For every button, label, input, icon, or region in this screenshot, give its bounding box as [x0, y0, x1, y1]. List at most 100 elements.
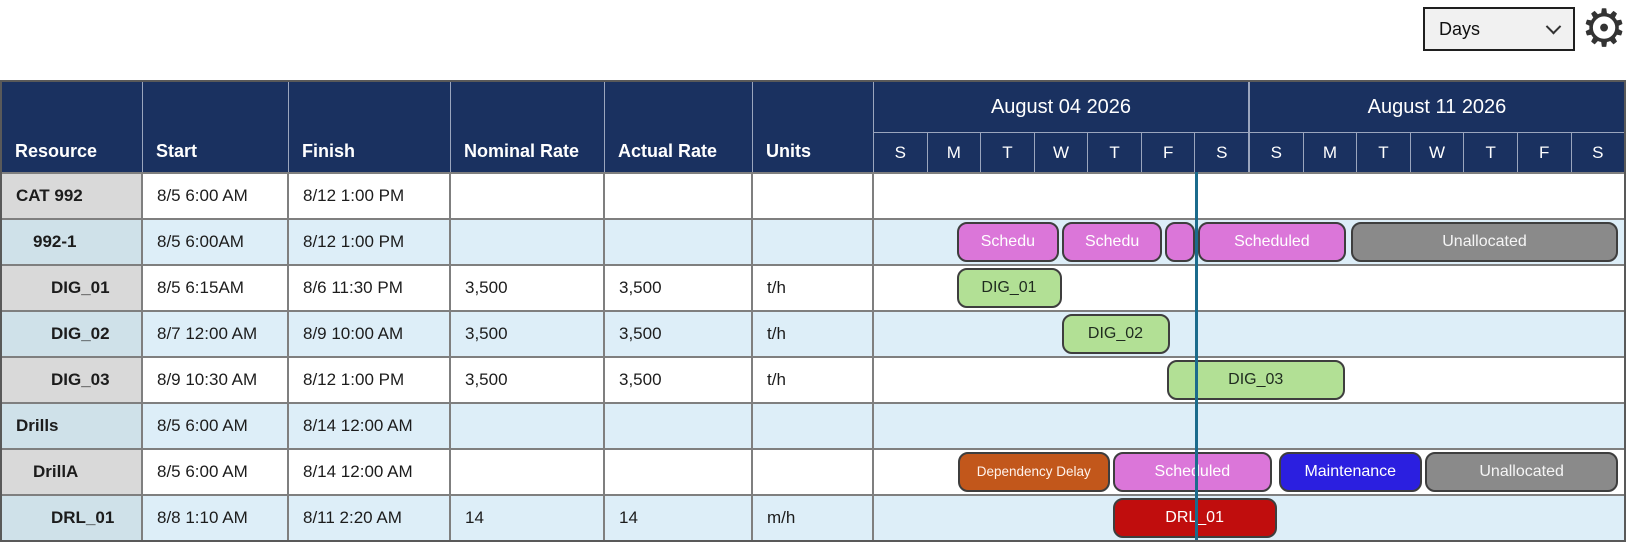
bar-drl-01[interactable]: DRL_01 [1112, 498, 1277, 538]
table-row-dig-01: DIG_01 8/5 6:15AM 8/6 11:30 PM 3,500 3,5… [2, 264, 1624, 310]
units-cell [753, 404, 874, 448]
units-cell: t/h [753, 358, 874, 402]
table-row-drilla: DrillA 8/5 6:00 AM 8/14 12:00 AM Depende… [2, 448, 1624, 494]
time-scale-value: Days [1439, 18, 1481, 39]
timeline-lane [874, 174, 1624, 218]
units-cell [753, 174, 874, 218]
resource-cell[interactable]: DIG_01 [2, 266, 143, 310]
bar-dig-02[interactable]: DIG_02 [1061, 314, 1170, 354]
nominal-rate-cell: 3,500 [451, 266, 605, 310]
table-row-drills: Drills 8/5 6:00 AM 8/14 12:00 AM [2, 402, 1624, 448]
finish-cell: 8/9 10:00 AM [289, 312, 451, 356]
timeline-lane: Dependency Delay Scheduled Maintenance U… [874, 450, 1624, 494]
resource-cell[interactable]: 992-1 [2, 220, 143, 264]
actual-rate-cell [605, 404, 753, 448]
settings-gear-icon[interactable]: ⚙︎ [1580, 0, 1628, 59]
week-header-august-11: August 11 2026 [1248, 82, 1624, 132]
resource-cell[interactable]: Drills [2, 404, 143, 448]
bar-dependency-delay[interactable]: Dependency Delay [958, 452, 1110, 492]
day-header-cell: T [980, 133, 1034, 172]
start-cell: 8/5 6:00 AM [143, 450, 289, 494]
column-header-start: Start [143, 82, 289, 172]
gantt-table: Resource Start Finish Nominal Rate Actua… [0, 80, 1626, 542]
start-cell: 8/5 6:00AM [143, 220, 289, 264]
timeline-header: August 04 2026 August 11 2026 S M T W T … [874, 82, 1624, 172]
day-header-cell: M [926, 133, 981, 172]
bar-maintenance[interactable]: Maintenance [1279, 452, 1422, 492]
day-header-cell: S [894, 142, 906, 162]
table-row-drl-01: DRL_01 8/8 1:10 AM 8/11 2:20 AM 14 14 m/… [2, 494, 1624, 540]
bar-drilla-unallocated[interactable]: Unallocated [1425, 452, 1618, 492]
units-cell: t/h [753, 266, 874, 310]
table-row-dig-03: DIG_03 8/9 10:30 AM 8/12 1:00 PM 3,500 3… [2, 356, 1624, 402]
day-header-row: S M T W T F S S M T W T F S [874, 132, 1624, 172]
bar-scheduled-sliver[interactable] [1165, 222, 1195, 262]
day-header-cell: S [1248, 133, 1303, 172]
finish-cell: 8/14 12:00 AM [289, 450, 451, 494]
bar-dig-03[interactable]: DIG_03 [1166, 360, 1345, 400]
table-row-992-1: 992-1 8/5 6:00AM 8/12 1:00 PM Schedu Sch… [2, 218, 1624, 264]
start-cell: 8/8 1:10 AM [143, 496, 289, 540]
bar-drilla-scheduled[interactable]: Scheduled [1112, 452, 1273, 492]
bar-dig-01[interactable]: DIG_01 [956, 268, 1062, 308]
finish-cell: 8/6 11:30 PM [289, 266, 451, 310]
bar-scheduled-3[interactable]: Scheduled [1198, 222, 1346, 262]
nominal-rate-cell: 3,500 [451, 358, 605, 402]
header-row: Resource Start Finish Nominal Rate Actua… [2, 82, 1624, 172]
column-header-units: Units [753, 82, 874, 172]
finish-cell: 8/12 1:00 PM [289, 358, 451, 402]
day-header-cell: S [1194, 133, 1248, 172]
table-row-cat-992: CAT 992 8/5 6:00 AM 8/12 1:00 PM [2, 172, 1624, 218]
resource-cell[interactable]: DRL_01 [2, 496, 143, 540]
chevron-down-icon [1545, 18, 1562, 34]
resource-cell[interactable]: CAT 992 [2, 174, 143, 218]
day-header-cell: W [1033, 133, 1088, 172]
column-header-actual-rate: Actual Rate [605, 82, 753, 172]
nominal-rate-cell [451, 220, 605, 264]
current-time-line [1195, 172, 1198, 540]
resource-cell[interactable]: DrillA [2, 450, 143, 494]
timeline-lane: DRL_01 [874, 496, 1624, 540]
nominal-rate-cell: 14 [451, 496, 605, 540]
bar-scheduled-2[interactable]: Schedu [1062, 222, 1162, 262]
resource-cell[interactable]: DIG_03 [2, 358, 143, 402]
nominal-rate-cell [451, 450, 605, 494]
actual-rate-cell: 14 [605, 496, 753, 540]
finish-cell: 8/14 12:00 AM [289, 404, 451, 448]
units-cell: m/h [753, 496, 874, 540]
timeline-lane: DIG_02 [874, 312, 1624, 356]
day-header-cell: M [1302, 133, 1357, 172]
start-cell: 8/5 6:15AM [143, 266, 289, 310]
table-row-dig-02: DIG_02 8/7 12:00 AM 8/9 10:00 AM 3,500 3… [2, 310, 1624, 356]
column-header-finish: Finish [289, 82, 451, 172]
bar-scheduled-1[interactable]: Schedu [956, 222, 1060, 262]
start-cell: 8/7 12:00 AM [143, 312, 289, 356]
day-header-cell: T [1087, 133, 1141, 172]
bar-unallocated[interactable]: Unallocated [1351, 222, 1618, 262]
nominal-rate-cell [451, 404, 605, 448]
column-header-resource: Resource [2, 82, 143, 172]
day-header-cell: T [1356, 133, 1410, 172]
day-header-cell: T [1463, 133, 1517, 172]
nominal-rate-cell [451, 174, 605, 218]
timeline-lane: Schedu Schedu Scheduled Unallocated [874, 220, 1624, 264]
timeline-lane: DIG_03 [874, 358, 1624, 402]
finish-cell: 8/12 1:00 PM [289, 174, 451, 218]
column-header-nominal-rate: Nominal Rate [451, 82, 605, 172]
actual-rate-cell: 3,500 [605, 358, 753, 402]
day-header-cell: W [1409, 133, 1464, 172]
units-cell: t/h [753, 312, 874, 356]
start-cell: 8/9 10:30 AM [143, 358, 289, 402]
timeline-lane [874, 404, 1624, 448]
resource-cell[interactable]: DIG_02 [2, 312, 143, 356]
week-header-row: August 04 2026 August 11 2026 [874, 82, 1624, 132]
day-header-cell: F [1516, 133, 1571, 172]
day-header-cell: F [1140, 133, 1195, 172]
time-scale-select[interactable]: Days [1423, 7, 1575, 51]
week-header-august-04: August 04 2026 [990, 95, 1132, 118]
start-cell: 8/5 6:00 AM [143, 404, 289, 448]
timeline-lane: DIG_01 [874, 266, 1624, 310]
actual-rate-cell: 3,500 [605, 312, 753, 356]
actual-rate-cell [605, 450, 753, 494]
